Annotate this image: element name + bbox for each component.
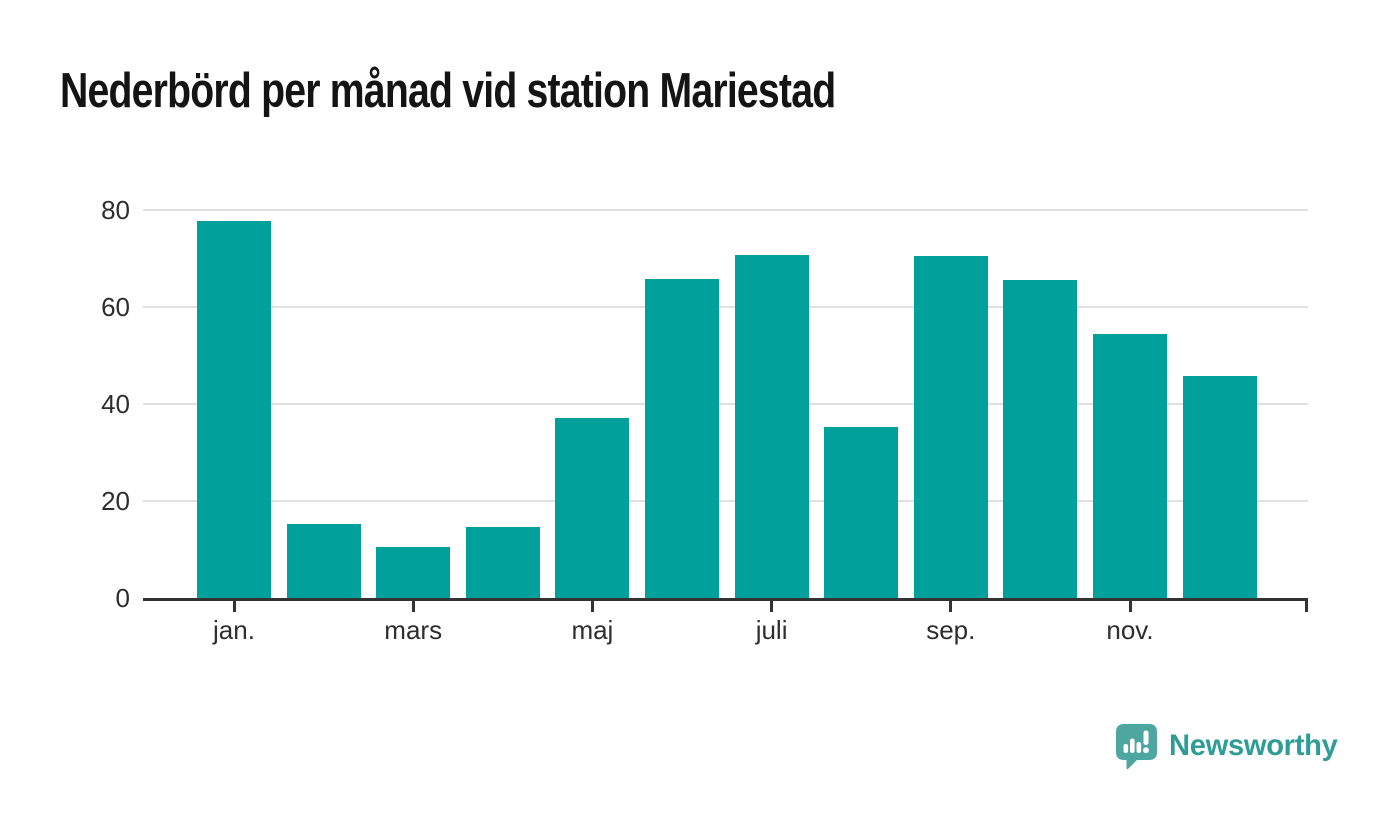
gridline-40 (143, 403, 1308, 405)
bar-mars (376, 547, 451, 598)
chart-title: Nederbörd per månad vid station Mariesta… (60, 64, 836, 118)
x-tick-nov. (1128, 601, 1132, 612)
x-tick-mars (411, 601, 415, 612)
x-tick-label-maj: maj (571, 615, 614, 645)
gridline-20 (143, 500, 1308, 502)
x-tick-juli (770, 601, 774, 612)
logo-bar-3 (1136, 741, 1142, 753)
newsworthy-logo-icon (1116, 723, 1157, 769)
x-tick-label-mars: mars (384, 615, 443, 645)
y-tick-label-40: 40 (101, 389, 130, 419)
y-tick-label-80: 80 (101, 195, 130, 225)
x-tick-label-jan.: jan. (213, 615, 255, 645)
bar-nov. (1093, 333, 1167, 598)
bar-apr. (465, 526, 540, 598)
bar-juni (645, 279, 719, 598)
bar-jan. (197, 221, 271, 598)
y-tick-label-60: 60 (101, 292, 130, 322)
x-tick-label-sep.: sep. (926, 615, 976, 645)
logo-bar-1 (1123, 743, 1129, 753)
bar-dec. (1182, 375, 1257, 598)
bar-aug. (824, 426, 899, 598)
newsworthy-logo-text: Newsworthy (1169, 729, 1338, 762)
x-axis-line (143, 598, 1308, 601)
bar-okt. (1003, 280, 1078, 598)
logo-exclamation-bar (1143, 730, 1149, 745)
bar-maj (555, 417, 630, 598)
y-tick-label-0: 0 (115, 583, 130, 613)
logo-bar-2 (1130, 738, 1135, 753)
x-tick-jan. (232, 601, 236, 612)
x-tick-sep. (949, 601, 953, 612)
newsworthy-logo: Newsworthy (1115, 722, 1343, 770)
logo-exclamation-dot (1143, 746, 1149, 753)
x-tick-label-juli: juli (755, 615, 788, 645)
bar-feb. (286, 524, 361, 598)
bar-juli (734, 255, 809, 598)
y-tick-label-20: 20 (101, 486, 130, 516)
x-tick-maj (590, 601, 594, 612)
gridline-80 (143, 209, 1308, 211)
x-tick-label-nov.: nov. (1106, 615, 1154, 645)
gridline-60 (143, 306, 1308, 308)
x-axis-end-cap (1305, 598, 1308, 612)
bar-sep. (913, 255, 988, 598)
